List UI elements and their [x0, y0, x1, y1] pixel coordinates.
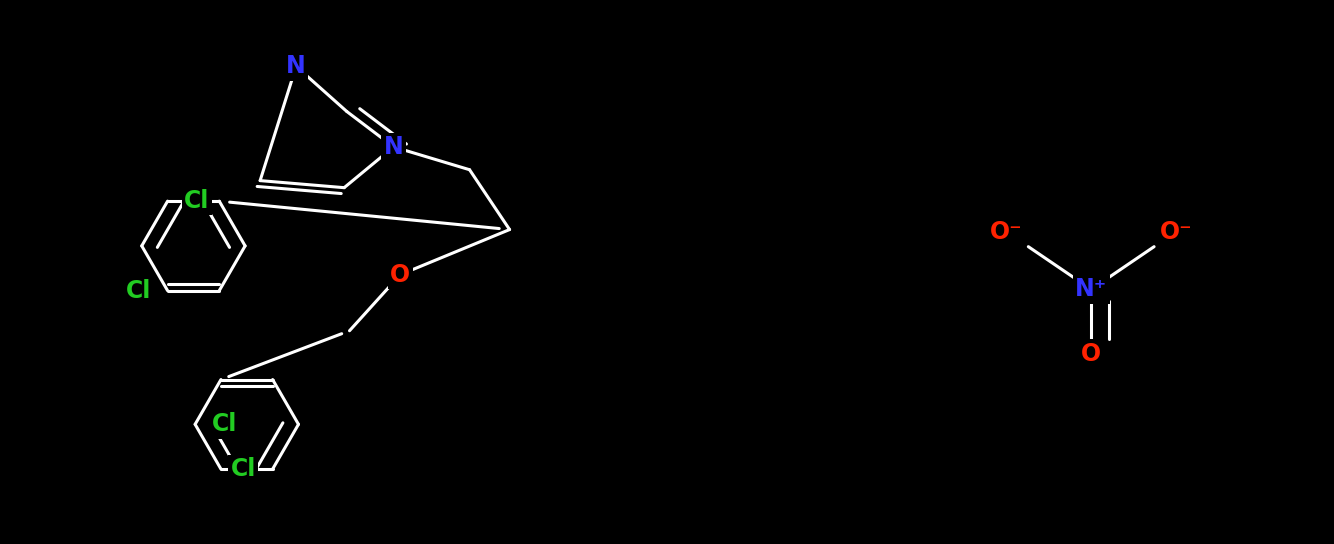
Text: Cl: Cl: [184, 189, 209, 213]
Text: N: N: [384, 135, 403, 159]
Text: Cl: Cl: [125, 279, 151, 302]
Text: N⁺: N⁺: [1075, 277, 1107, 301]
Text: O⁻: O⁻: [1161, 220, 1193, 244]
Text: Cl: Cl: [231, 457, 256, 481]
Text: N: N: [287, 54, 305, 78]
Text: O⁻: O⁻: [990, 220, 1022, 244]
Text: O: O: [390, 263, 411, 287]
Text: Cl: Cl: [212, 412, 237, 436]
Text: O: O: [1081, 342, 1102, 366]
